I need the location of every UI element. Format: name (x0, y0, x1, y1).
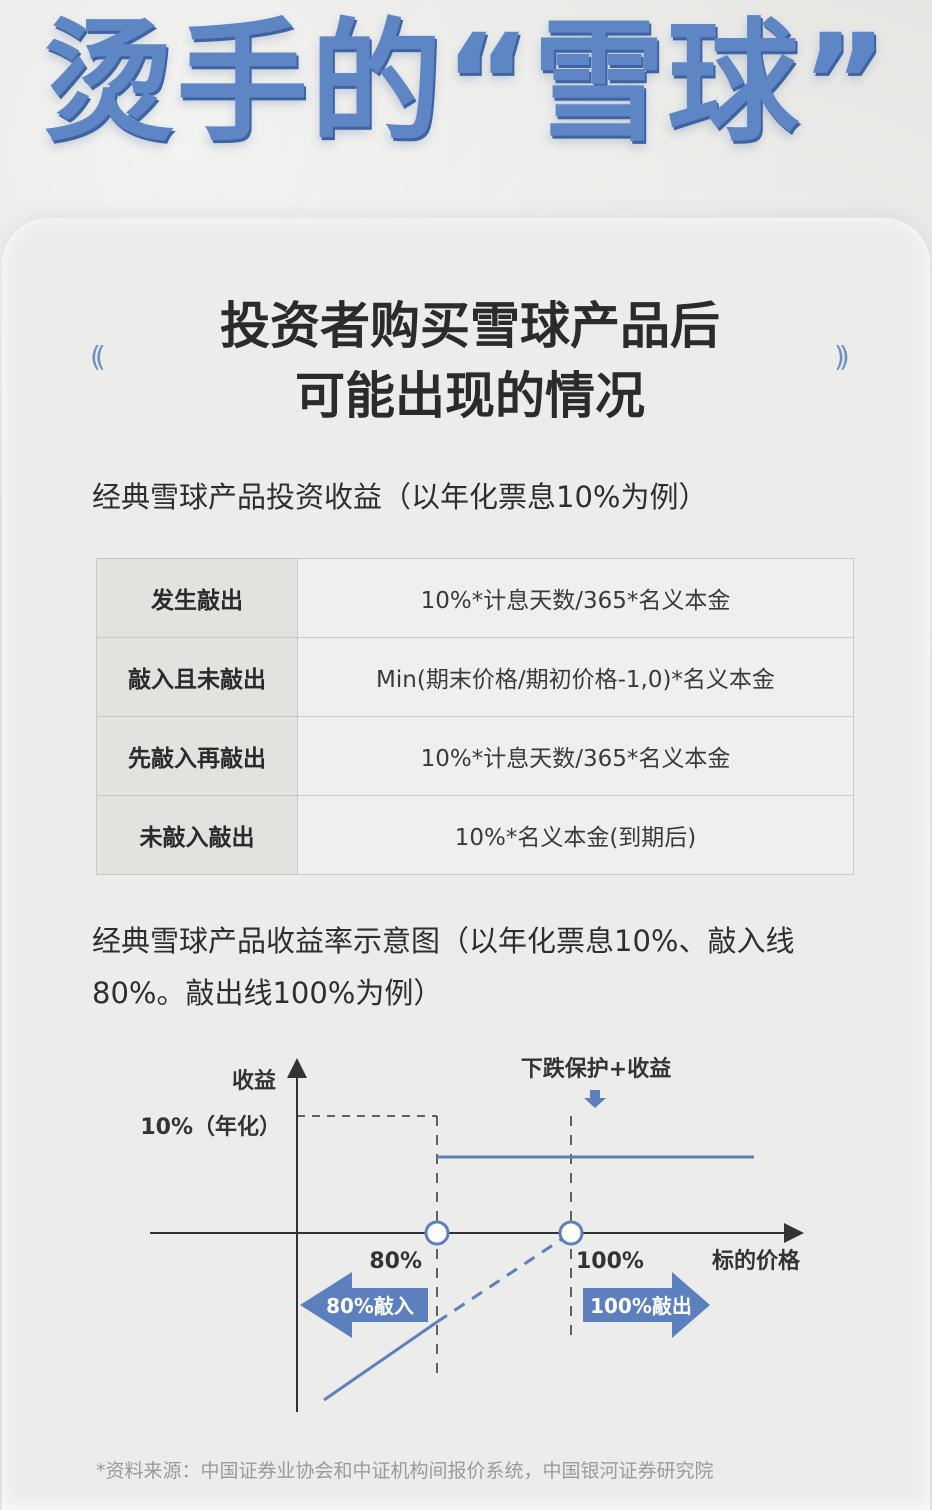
knock-in-tick-label: 80% (369, 1249, 422, 1274)
y-axis-label: 收益 (232, 1068, 276, 1094)
table-cell-case: 敲入且未敲出 (96, 637, 298, 717)
table-cell-formula: 10%*计息天数/365*名义本金 (297, 558, 854, 638)
table-cell-case: 先敲入再敲出 (96, 716, 298, 796)
table-row: 先敲入再敲出 10%*计息天数/365*名义本金 (96, 716, 854, 796)
headline-line-1: 投资者购买雪球产品后 (220, 297, 720, 355)
knock-out-point (558, 1220, 584, 1246)
bracket-decoration-left: (( (90, 340, 106, 373)
knock-out-arrow-right-icon (583, 1272, 710, 1338)
series-line-loss (323, 1320, 438, 1402)
source-note: *资料来源：中国证券业协会和中证机构间报价系统，中国银河证券研究院 (96, 1460, 714, 1482)
annotation-label: 下跌保护+收益 (521, 1056, 671, 1082)
snowball-payoff-diagram: 收益 10%（年化） 下跌保护+收益 80% 100% 标的价格 80%敲入 1… (140, 1056, 804, 1412)
chart-section-heading-line-2: 80%。敲出线100%为例） (92, 976, 443, 1010)
knock-in-arrow-label: 80%敲入 (326, 1294, 414, 1318)
table-row: 未敲入敲出 10%*名义本金(到期后) (96, 795, 854, 875)
x-axis-label: 标的价格 (712, 1248, 801, 1274)
table-cell-case: 发生敲出 (96, 558, 298, 638)
headline-line-2: 可能出现的情况 (295, 367, 645, 425)
chart-section-heading-line-1: 经典雪球产品收益率示意图（以年化票息10%、敲入线 (92, 924, 795, 958)
table-cell-formula: Min(期末价格/期初价格-1,0)*名义本金 (297, 637, 854, 717)
table-row: 发生敲出 10%*计息天数/365*名义本金 (96, 558, 854, 638)
down-arrow-icon (584, 1090, 606, 1108)
table-cell-formula: 10%*计息天数/365*名义本金 (297, 716, 854, 796)
table-cell-formula: 10%*名义本金(到期后) (297, 795, 854, 875)
knock-in-point (424, 1220, 450, 1246)
table-section-heading: 经典雪球产品投资收益（以年化票息10%为例） (92, 480, 708, 514)
y-tick-label: 10%（年化） (140, 1114, 281, 1140)
hero-title: 烫手的“雪球” (42, 6, 890, 160)
income-table: 发生敲出 10%*计息天数/365*名义本金 敲入且未敲出 Min(期末价格/期… (96, 558, 854, 875)
knock-in-arrow-left-icon (300, 1272, 428, 1338)
knock-out-tick-label: 100% (576, 1249, 644, 1274)
series-line-recovery (436, 1231, 572, 1324)
knock-out-arrow-label: 100%敲出 (590, 1294, 692, 1318)
table-row: 敲入且未敲出 Min(期末价格/期初价格-1,0)*名义本金 (96, 637, 854, 717)
bracket-decoration-right: )) (834, 340, 850, 373)
table-cell-case: 未敲入敲出 (96, 795, 298, 875)
